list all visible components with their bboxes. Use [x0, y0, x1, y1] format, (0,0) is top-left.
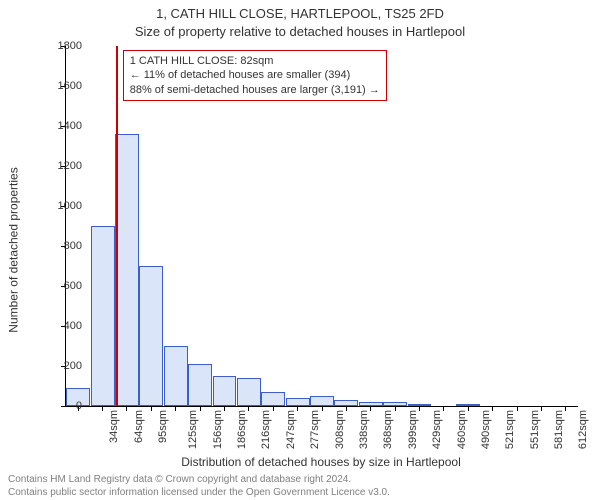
x-axis-title: Distribution of detached houses by size … — [65, 455, 577, 469]
histogram-bar — [286, 398, 310, 406]
x-tick-label: 216sqm — [261, 410, 273, 449]
x-tick — [322, 406, 323, 411]
x-tick — [346, 406, 347, 411]
x-tick-label: 95sqm — [157, 410, 169, 443]
x-tick-label: 612sqm — [578, 410, 590, 449]
info-box-line-smaller: ← 11% of detached houses are smaller (39… — [130, 68, 380, 82]
x-tick — [468, 406, 469, 411]
x-tick — [419, 406, 420, 411]
histogram-bar — [115, 134, 139, 406]
x-tick-label: 247sqm — [285, 410, 297, 449]
x-tick — [126, 406, 127, 411]
x-tick-label: 34sqm — [108, 410, 120, 443]
y-tick-label: 1400 — [42, 120, 82, 132]
y-tick-label: 1800 — [42, 40, 82, 52]
y-tick-label: 400 — [42, 320, 82, 332]
x-tick-label: 551sqm — [529, 410, 541, 449]
x-tick — [395, 406, 396, 411]
x-tick — [175, 406, 176, 411]
title-line-1: 1, CATH HILL CLOSE, HARTLEPOOL, TS25 2FD — [0, 6, 600, 21]
property-marker-line — [116, 46, 118, 406]
x-tick-label: 156sqm — [212, 410, 224, 449]
footer-line-1: Contains HM Land Registry data © Crown c… — [8, 474, 351, 485]
histogram-bar — [261, 392, 285, 406]
chart-plot-area: 34sqm64sqm95sqm125sqm156sqm186sqm216sqm2… — [65, 46, 578, 407]
x-tick-label: 308sqm — [334, 410, 346, 449]
x-tick — [443, 406, 444, 411]
x-tick — [224, 406, 225, 411]
x-tick — [273, 406, 274, 411]
x-tick-label: 368sqm — [383, 410, 395, 449]
histogram-bar — [213, 376, 237, 406]
x-tick — [492, 406, 493, 411]
x-tick — [248, 406, 249, 411]
footer-line-2: Contains public sector information licen… — [8, 487, 390, 498]
y-tick-label: 800 — [42, 240, 82, 252]
x-tick-label: 460sqm — [456, 410, 468, 449]
x-tick-label: 581sqm — [553, 410, 565, 449]
x-tick — [102, 406, 103, 411]
histogram-bar — [164, 346, 188, 406]
x-tick — [151, 406, 152, 411]
y-tick-label: 1000 — [42, 200, 82, 212]
x-tick-label: 125sqm — [187, 410, 199, 449]
y-tick-label: 200 — [42, 360, 82, 372]
property-info-box: 1 CATH HILL CLOSE: 82sqm← 11% of detache… — [123, 50, 387, 101]
x-tick-label: 490sqm — [480, 410, 492, 449]
x-tick — [517, 406, 518, 411]
y-tick-label: 1600 — [42, 80, 82, 92]
histogram-bar — [237, 378, 261, 406]
x-tick-label: 338sqm — [358, 410, 370, 449]
histogram-bar — [91, 226, 115, 406]
y-axis-title: Number of detached properties — [6, 0, 22, 500]
page-root: 1, CATH HILL CLOSE, HARTLEPOOL, TS25 2FD… — [0, 0, 600, 500]
x-tick-label: 64sqm — [133, 410, 145, 443]
x-tick — [541, 406, 542, 411]
y-tick-label: 600 — [42, 280, 82, 292]
x-tick — [200, 406, 201, 411]
title-line-2: Size of property relative to detached ho… — [0, 24, 600, 39]
info-box-title: 1 CATH HILL CLOSE: 82sqm — [130, 54, 380, 68]
x-tick-label: 277sqm — [309, 410, 321, 449]
x-tick — [297, 406, 298, 411]
x-tick-label: 521sqm — [504, 410, 516, 449]
x-tick-label: 186sqm — [236, 410, 248, 449]
x-tick — [565, 406, 566, 411]
info-box-line-larger: 88% of semi-detached houses are larger (… — [130, 83, 380, 97]
histogram-bar — [310, 396, 334, 406]
x-tick — [370, 406, 371, 411]
histogram-bar — [188, 364, 212, 406]
x-tick-label: 399sqm — [407, 410, 419, 449]
x-tick-label: 429sqm — [431, 410, 443, 449]
y-axis-title-text: Number of detached properties — [7, 167, 21, 332]
y-tick-label: 0 — [42, 400, 82, 412]
histogram-bar — [139, 266, 163, 406]
y-tick-label: 1200 — [42, 160, 82, 172]
